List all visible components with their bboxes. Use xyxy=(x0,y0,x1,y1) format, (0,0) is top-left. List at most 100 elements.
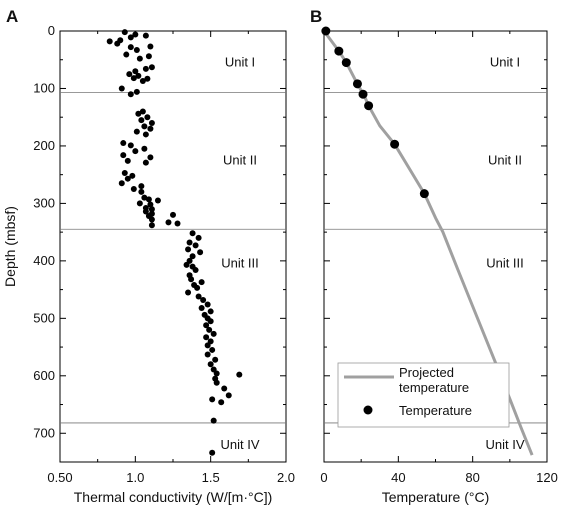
legend-label: Projected xyxy=(399,365,454,380)
data-point xyxy=(133,88,140,95)
data-point xyxy=(118,85,125,92)
data-point xyxy=(209,396,216,403)
data-point xyxy=(213,379,220,386)
x-tick-label: 0 xyxy=(320,470,327,485)
data-point xyxy=(189,253,196,260)
data-point xyxy=(141,123,148,130)
legend-label: temperature xyxy=(399,380,469,395)
data-point xyxy=(127,91,134,98)
panel-b-temperature: B Unit I Unit II Unit III Unit IV 0 40 80 120 Tem… xyxy=(310,7,558,505)
unit-label: Unit IV xyxy=(220,437,259,452)
panel-label: A xyxy=(6,7,18,26)
data-point xyxy=(192,242,199,249)
data-point xyxy=(200,296,207,303)
data-point xyxy=(139,77,146,84)
y-tick-label: 200 xyxy=(33,138,55,153)
data-point xyxy=(144,114,151,121)
data-point xyxy=(141,194,148,201)
data-point xyxy=(138,117,145,124)
data-point xyxy=(210,330,217,337)
unit-label: Unit III xyxy=(486,256,524,271)
data-point xyxy=(132,31,139,38)
data-point xyxy=(194,284,201,291)
y-tick-label: 500 xyxy=(33,310,55,325)
data-point xyxy=(207,308,214,315)
data-point xyxy=(106,38,113,45)
data-point xyxy=(118,180,125,187)
data-point xyxy=(148,222,155,229)
unit-label: Unit I xyxy=(225,55,255,70)
temperature-point xyxy=(358,89,368,99)
x-tick-label: 40 xyxy=(391,470,405,485)
x-tick-label: 80 xyxy=(465,470,479,485)
data-point xyxy=(148,206,155,213)
unit-label: Unit I xyxy=(490,55,520,70)
x-tick-label: 2.0 xyxy=(277,470,295,485)
x-axis-title: Thermal conductivity (W/[m·°C]) xyxy=(74,489,273,505)
legend-dot-swatch xyxy=(363,405,373,415)
x-tick-label: 1.0 xyxy=(126,470,144,485)
x-tick-label: 1.5 xyxy=(202,470,220,485)
data-point xyxy=(207,318,214,325)
data-point xyxy=(203,322,210,329)
data-point xyxy=(209,449,216,456)
unit-label: Unit IV xyxy=(485,437,524,452)
data-point xyxy=(123,51,130,58)
data-point xyxy=(127,44,134,51)
data-point xyxy=(133,46,140,53)
data-point xyxy=(142,131,149,138)
data-point xyxy=(204,342,211,349)
data-point xyxy=(139,108,146,115)
unit-label: Unit II xyxy=(488,152,522,167)
data-point xyxy=(144,75,151,82)
data-point xyxy=(195,293,202,300)
data-point xyxy=(207,361,214,368)
temperature-point xyxy=(352,79,362,89)
data-point xyxy=(192,267,199,274)
data-point xyxy=(147,43,154,50)
data-point xyxy=(127,142,134,149)
temperature-point xyxy=(390,139,400,149)
data-point xyxy=(225,392,232,399)
y-tick-label: 700 xyxy=(33,425,55,440)
y-tick-label: 400 xyxy=(33,253,55,268)
data-point xyxy=(142,32,149,39)
data-point xyxy=(142,65,149,72)
data-point xyxy=(145,53,152,60)
x-axis-title: Temperature (°C) xyxy=(382,489,490,505)
data-point xyxy=(132,148,139,155)
data-point xyxy=(135,110,142,117)
data-point xyxy=(174,220,181,227)
y-tick-label: 100 xyxy=(33,80,55,95)
data-point xyxy=(138,188,145,195)
data-point xyxy=(124,175,131,182)
y-tick-label: 300 xyxy=(33,195,55,210)
data-point xyxy=(148,64,155,71)
y-axis-title: Depth (mbsf) xyxy=(2,206,18,287)
temperature-point xyxy=(419,189,429,199)
data-point xyxy=(203,334,210,341)
unit-label: Unit III xyxy=(221,256,259,271)
data-point xyxy=(185,246,192,253)
temperature-point xyxy=(334,46,344,56)
data-point xyxy=(142,208,149,215)
data-point xyxy=(218,399,225,406)
panel-a-thermal-conductivity: A Unit I Unit II Unit III Unit IV 0 100 200 300 4… xyxy=(2,7,295,505)
data-point xyxy=(148,216,155,223)
data-point xyxy=(120,152,127,159)
data-point xyxy=(114,40,121,47)
data-point xyxy=(165,219,172,226)
data-point xyxy=(210,417,217,424)
data-point xyxy=(148,119,155,126)
data-point xyxy=(147,125,154,132)
data-point xyxy=(186,239,193,246)
data-point xyxy=(135,72,142,79)
y-tick-label: 600 xyxy=(33,368,55,383)
data-point xyxy=(197,249,204,256)
panel-label: B xyxy=(310,7,322,26)
data-point xyxy=(188,276,195,283)
data-point xyxy=(185,289,192,296)
data-point xyxy=(124,157,131,164)
